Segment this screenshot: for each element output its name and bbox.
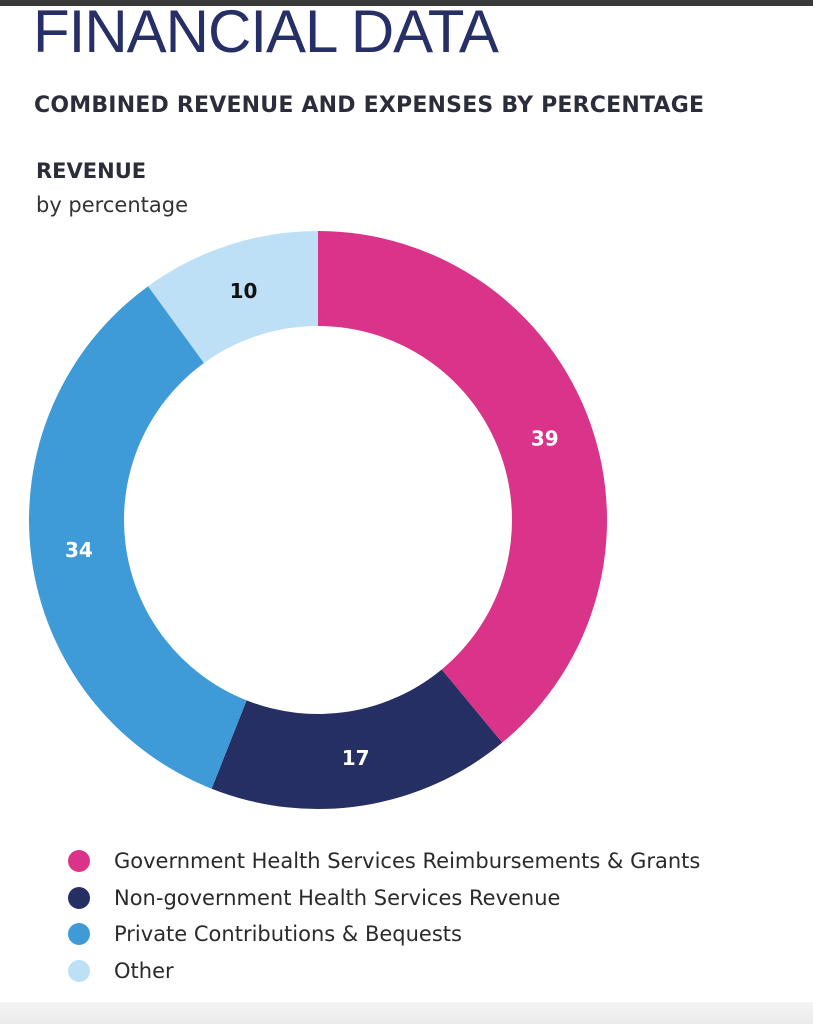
slice-value-label: 10 <box>230 279 258 303</box>
page-title: FINANCIAL DATA <box>33 0 499 65</box>
slice-value-label: 34 <box>65 538 93 562</box>
donut-slice-2 <box>211 669 503 810</box>
legend-swatch <box>68 959 90 982</box>
donut-slice-3 <box>28 286 247 789</box>
page-subtitle: COMBINED REVENUE AND EXPENSES BY PERCENT… <box>34 93 705 118</box>
top-bar <box>0 0 813 6</box>
bottom-strip <box>0 1002 813 1024</box>
donut-slice-1 <box>318 231 607 743</box>
chart-legend: Government Health Services Reimbursement… <box>68 843 700 989</box>
legend-swatch <box>68 886 90 909</box>
legend-swatch <box>68 923 90 946</box>
donut-slice-4 <box>148 231 318 364</box>
legend-swatch <box>68 850 90 873</box>
legend-item: Other <box>68 953 700 990</box>
legend-item: Non-government Health Services Revenue <box>68 880 700 917</box>
slice-value-label: 17 <box>342 746 370 770</box>
revenue-donut-chart: 39 17 34 10 <box>28 231 607 810</box>
legend-label: Private Contributions & Bequests <box>114 922 462 947</box>
legend-item: Private Contributions & Bequests <box>68 916 700 953</box>
legend-label: Non-government Health Services Revenue <box>114 885 561 910</box>
slice-value-label: 39 <box>531 426 559 450</box>
legend-label: Government Health Services Reimbursement… <box>114 849 701 874</box>
section-heading: REVENUE <box>36 159 147 183</box>
section-subheading: by percentage <box>36 193 188 217</box>
legend-label: Other <box>114 958 174 983</box>
legend-item: Government Health Services Reimbursement… <box>68 843 700 880</box>
